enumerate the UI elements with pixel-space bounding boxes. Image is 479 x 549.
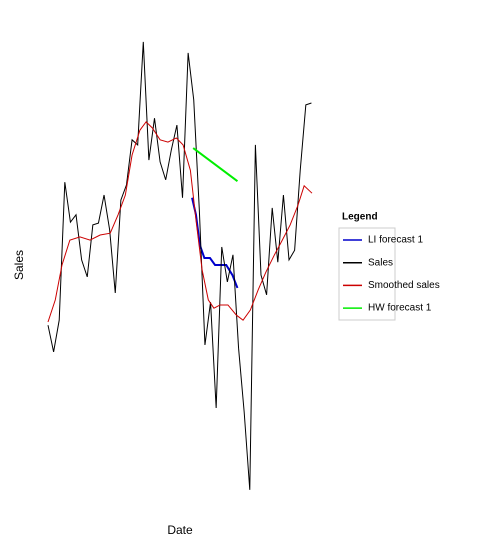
legend-label: Smoothed sales	[368, 280, 440, 291]
legend-box	[338, 227, 396, 321]
legend-label: LI forecast 1	[368, 235, 423, 246]
legend-title: Legend	[342, 212, 378, 223]
y-axis-label: Sales	[12, 250, 26, 280]
series-line	[47, 121, 313, 323]
series-line	[192, 147, 239, 183]
series-line	[47, 41, 312, 490]
legend-label: Sales	[368, 257, 393, 268]
legend-label: HW forecast 1	[368, 303, 432, 314]
x-axis-label: Date	[167, 523, 193, 537]
